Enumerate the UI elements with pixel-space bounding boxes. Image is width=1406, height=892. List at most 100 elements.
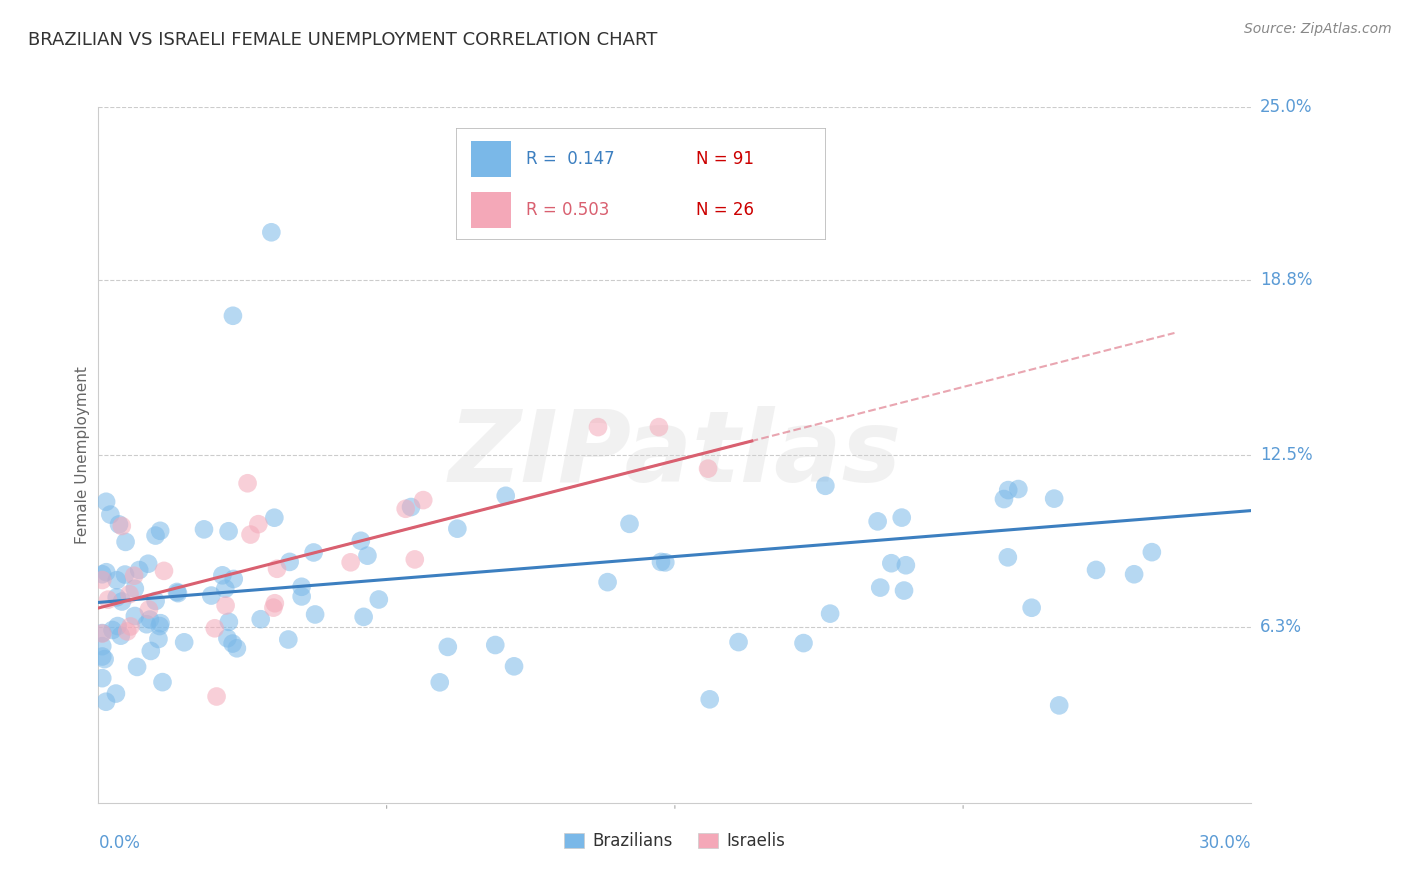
Text: 12.5%: 12.5%	[1260, 446, 1312, 464]
Point	[214, 599, 236, 613]
Text: 0.0%: 0.0%	[98, 834, 141, 852]
Point	[93, 652, 115, 666]
Point	[339, 555, 361, 569]
Point	[1043, 491, 1066, 506]
Point	[350, 533, 373, 548]
Point	[91, 573, 114, 587]
Point	[222, 572, 245, 586]
Point	[236, 476, 259, 491]
Point	[866, 515, 889, 529]
Point	[260, 225, 283, 239]
Point	[94, 495, 117, 509]
Point	[91, 626, 114, 640]
Point	[619, 516, 641, 531]
Point	[214, 582, 236, 596]
Point	[353, 610, 375, 624]
Point	[218, 615, 240, 629]
Point	[97, 592, 120, 607]
Point	[278, 555, 301, 569]
Point	[993, 491, 1015, 506]
Point	[495, 489, 517, 503]
Point	[211, 568, 233, 582]
Point	[111, 594, 134, 608]
Point	[446, 522, 468, 536]
Point	[1140, 545, 1163, 559]
Point	[1047, 698, 1070, 713]
Text: Source: ZipAtlas.com: Source: ZipAtlas.com	[1244, 22, 1392, 37]
Point	[149, 619, 172, 633]
Point	[104, 687, 127, 701]
Point	[894, 558, 917, 573]
Point	[367, 592, 389, 607]
Point	[122, 568, 145, 582]
Point	[291, 590, 314, 604]
Point	[503, 659, 526, 673]
Point	[96, 565, 118, 579]
Point	[167, 586, 190, 600]
Point	[110, 629, 132, 643]
Point	[200, 589, 222, 603]
Point	[697, 461, 720, 475]
Point	[173, 635, 195, 649]
Point	[94, 695, 117, 709]
Point	[124, 609, 146, 624]
Point	[304, 607, 326, 622]
Point	[1085, 563, 1108, 577]
Point	[818, 607, 841, 621]
Point	[404, 552, 426, 566]
Point	[108, 517, 131, 532]
Point	[263, 510, 285, 524]
Point	[138, 602, 160, 616]
Point	[204, 621, 226, 635]
Point	[218, 524, 240, 539]
Point	[699, 692, 721, 706]
Point	[262, 600, 284, 615]
Text: 18.8%: 18.8%	[1260, 270, 1312, 289]
Point	[105, 591, 128, 605]
Point	[100, 508, 122, 522]
Point	[239, 527, 262, 541]
Point	[399, 500, 422, 514]
Point	[136, 557, 159, 571]
Point	[893, 583, 915, 598]
Point	[114, 567, 136, 582]
Point	[111, 519, 134, 533]
Point	[225, 641, 247, 656]
Text: 25.0%: 25.0%	[1260, 98, 1312, 116]
Point	[91, 626, 114, 640]
Point	[291, 580, 314, 594]
Point	[249, 612, 271, 626]
Point	[101, 623, 124, 637]
Point	[890, 510, 912, 524]
Point	[153, 564, 176, 578]
Point	[356, 549, 378, 563]
Point	[221, 636, 243, 650]
Point	[127, 660, 149, 674]
Point	[596, 575, 619, 590]
Point	[395, 501, 418, 516]
Point	[277, 632, 299, 647]
Point	[648, 420, 671, 434]
Point	[105, 573, 128, 587]
Point	[792, 636, 814, 650]
Point	[107, 619, 129, 633]
Point	[91, 567, 114, 582]
Point	[880, 556, 903, 570]
Point	[217, 632, 239, 646]
Point	[654, 555, 676, 569]
Point	[1007, 482, 1029, 496]
Point	[117, 624, 139, 639]
Point	[263, 596, 285, 610]
Text: ZIPatlas: ZIPatlas	[449, 407, 901, 503]
Point	[436, 640, 458, 654]
Point	[139, 613, 162, 627]
Point	[139, 644, 162, 658]
Point	[145, 528, 167, 542]
Text: 6.3%: 6.3%	[1260, 618, 1302, 637]
Point	[650, 555, 672, 569]
Point	[166, 585, 188, 599]
Point	[149, 524, 172, 538]
Point	[302, 545, 325, 559]
Point	[145, 594, 167, 608]
Point	[222, 309, 245, 323]
